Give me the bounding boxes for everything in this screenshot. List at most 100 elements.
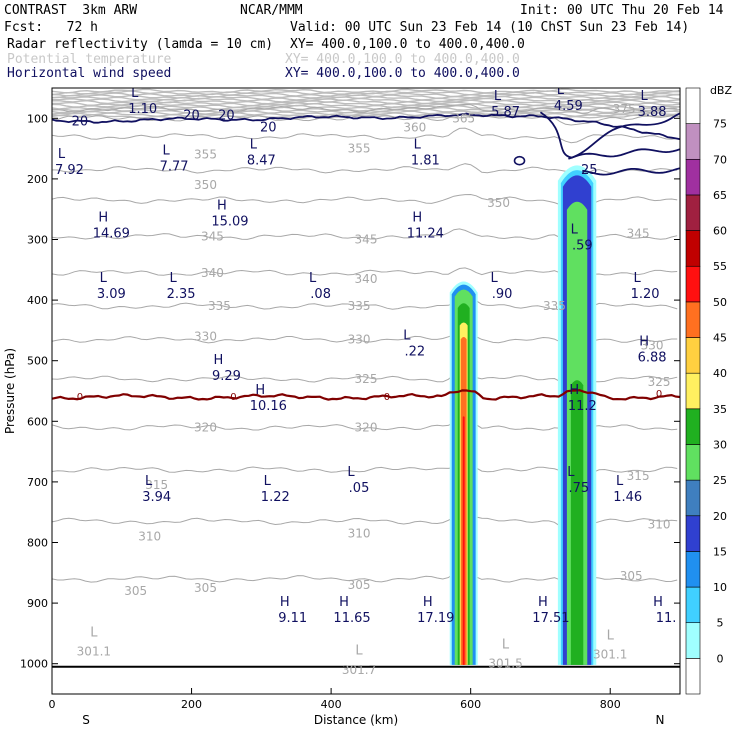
extremum-value: 11.24 <box>407 226 444 241</box>
theta-label: 345 <box>355 233 378 247</box>
extremum-value: 17.19 <box>417 611 454 626</box>
extremum-marker: H <box>217 198 227 213</box>
theta-label: 305 <box>124 584 147 598</box>
extremum-value: 3.09 <box>97 287 126 302</box>
theta-label: 375 <box>613 102 636 116</box>
theta-label: 310 <box>138 529 161 543</box>
extremum-marker: H <box>538 595 548 610</box>
x-tick-label: 0 <box>49 698 56 711</box>
extremum-marker: L <box>571 223 579 238</box>
theta-label: 315 <box>627 469 650 483</box>
stratosphere-contour-line <box>52 91 680 98</box>
extremum-value: 1.20 <box>631 287 660 302</box>
theta-label: 365 <box>452 111 475 125</box>
zero-contour-label: 0 <box>77 392 83 403</box>
extremum-marker: L <box>131 86 139 101</box>
extremum-value: 9.11 <box>278 611 307 626</box>
wind-contour-jet-core <box>539 111 680 159</box>
wind-contours <box>52 111 680 668</box>
x-endpoint-south: S <box>82 713 90 727</box>
theta-contour-360 <box>52 127 678 144</box>
y-axis-label: Pressure (hPa) <box>3 348 17 434</box>
theta-label: 310 <box>348 526 371 540</box>
theta-label: 301.1 <box>593 648 627 662</box>
extremum-value: .75 <box>568 481 589 496</box>
colorbar-tick-label: 35 <box>713 403 727 416</box>
extremum-marker: H <box>214 353 224 368</box>
colorbar-tick-label: 20 <box>713 510 727 523</box>
colorbar-swatch <box>685 408 701 445</box>
stratosphere-contour-band <box>52 88 680 119</box>
extremum-marker: H <box>339 595 349 610</box>
surface-low-marker: L <box>355 644 363 659</box>
stratosphere-contour-line <box>52 113 680 119</box>
extremum-marker: L <box>162 144 170 159</box>
colorbar-tick-label: 75 <box>713 118 727 131</box>
field-xy-wind: XY= 400.0,100.0 to 400.0,400.0 <box>285 66 520 81</box>
forecast-hour: Fcst: 72 h <box>4 20 98 35</box>
extremum-marker: L <box>58 147 66 162</box>
extremum-value: 14.69 <box>93 226 130 241</box>
theta-label: 355 <box>348 142 371 156</box>
extremum-value: 11.65 <box>333 611 370 626</box>
extremum-marker: L <box>557 83 565 98</box>
colorbar-tick-label: 60 <box>713 225 727 238</box>
stratosphere-contour-line <box>52 97 680 103</box>
y-tick-label: 400 <box>27 294 48 307</box>
init-time: Init: 00 UTC Thu 20 Feb 14 <box>520 3 724 18</box>
y-tick-label: 800 <box>27 537 48 550</box>
x-tick-label: 200 <box>181 698 202 711</box>
colorbar: 0 5 10 15 20 25 30 35 40 45 50 55 60 65 70 75 dBZ <box>685 84 733 695</box>
theta-label: 350 <box>487 196 510 210</box>
wind-contour-label: 20 <box>260 120 277 135</box>
y-tick-label: 300 <box>27 234 48 247</box>
field-label-theta: Potential temperature <box>7 52 172 67</box>
theta-label: 325 <box>355 372 378 386</box>
extremum-marker: L <box>250 138 258 153</box>
extremum-value: 3.88 <box>638 105 667 120</box>
colorbar-swatch <box>685 87 701 124</box>
colorbar-unit: dBZ <box>710 84 733 97</box>
extremum-value: 7.92 <box>55 163 84 178</box>
extremum-value: 11.2 <box>568 399 597 414</box>
model-name: CONTRAST 3km ARW <box>4 3 138 18</box>
colorbar-tick-label: 40 <box>713 367 727 380</box>
colorbar-tick-label: 25 <box>713 474 727 487</box>
wind-contour-25 <box>582 167 680 176</box>
extremum-value: 1.46 <box>613 490 642 505</box>
theta-label: 325 <box>648 375 671 389</box>
colorbar-swatch <box>685 586 701 624</box>
field-label-wind: Horizontal wind speed <box>7 66 172 81</box>
y-tick-label: 900 <box>27 597 48 610</box>
extremum-marker: H <box>98 210 108 225</box>
organization: NCAR/MMM <box>240 3 303 18</box>
theta-label: 335 <box>543 299 566 313</box>
stratosphere-contour-line <box>52 93 680 100</box>
extremum-marker: L <box>403 329 411 344</box>
extremum-value: 6.88 <box>638 351 667 366</box>
extremum-marker: H <box>653 595 663 610</box>
theta-label: 350 <box>194 178 217 192</box>
colorbar-tick-label: 0 <box>717 652 724 665</box>
colorbar-swatch <box>685 123 701 160</box>
wind-contour-closed <box>513 155 526 166</box>
colorbar-tick-label: 45 <box>713 332 727 345</box>
theta-label: 345 <box>627 226 650 240</box>
theta-label: 310 <box>648 517 671 531</box>
theta-label: 330 <box>641 339 664 353</box>
extremum-marker: L <box>494 89 502 104</box>
extremum-value: .05 <box>349 481 370 496</box>
extremum-value: 8.47 <box>247 154 276 169</box>
extremum-value: 17.51 <box>532 611 569 626</box>
theta-label: 330 <box>348 332 371 346</box>
colorbar-swatch <box>685 444 701 481</box>
theta-label: 360 <box>403 120 426 134</box>
extremum-value: 15.09 <box>211 214 248 229</box>
theta-label: 320 <box>194 420 217 434</box>
wind-contour-label: 20 <box>72 114 89 129</box>
theta-contour-375 <box>52 103 678 114</box>
field-xy-reflectivity: XY= 400.0,100.0 to 400.0,400.0 <box>290 37 525 52</box>
stratosphere-contour-line <box>52 99 680 105</box>
